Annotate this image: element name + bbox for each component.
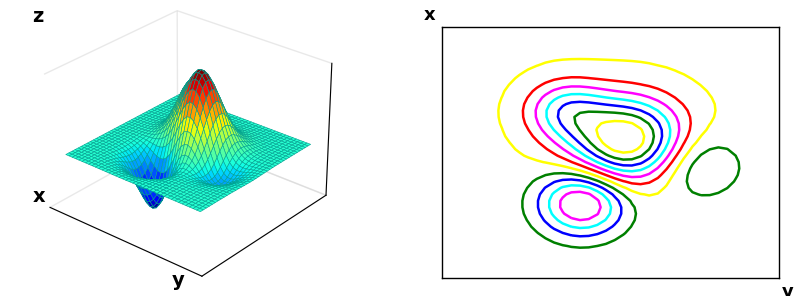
Text: y: y: [781, 283, 793, 296]
Text: y: y: [172, 271, 184, 290]
Text: z: z: [32, 7, 43, 26]
Text: x: x: [423, 6, 435, 24]
Text: x: x: [32, 187, 45, 206]
